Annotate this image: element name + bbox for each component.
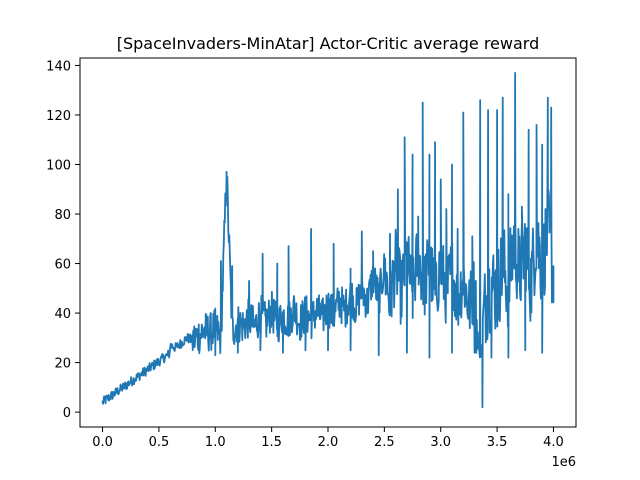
x-tick-label: 1.5 [261,435,282,450]
x-tick-label: 0.0 [92,435,113,450]
x-tick-label: 4.0 [543,435,564,450]
x-tick-label: 1.0 [205,435,226,450]
x-tick-label: 3.5 [487,435,508,450]
y-tick-label: 80 [54,208,71,223]
x-tick-label: 3.0 [430,435,451,450]
y-tick-label: 20 [54,357,71,372]
x-axis: 0.0 0.5 1.0 1.5 2.0 2.5 3.0 3.5 4.0 [92,427,564,450]
x-tick-label: 2.0 [318,435,339,450]
y-tick-label: 0 [63,406,71,421]
x-offset-label: 1e6 [551,455,576,470]
x-tick-label: 2.5 [374,435,395,450]
y-tick-label: 100 [46,158,71,173]
y-tick-label: 40 [54,307,71,322]
x-tick-label: 0.5 [149,435,170,450]
y-tick-label: 140 [46,59,71,74]
y-tick-label: 60 [54,258,71,273]
plot-area [101,71,555,409]
y-tick-label: 120 [46,109,71,124]
chart-title: [SpaceInvaders-MinAtar] Actor-Critic ave… [117,34,540,53]
series-line [101,71,555,409]
y-axis: 0 20 40 60 80 100 120 140 [46,59,80,421]
